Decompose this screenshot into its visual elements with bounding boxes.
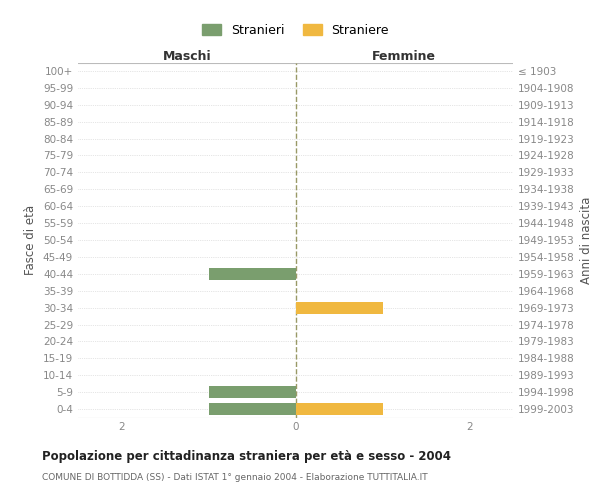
- Y-axis label: Fasce di età: Fasce di età: [25, 205, 37, 275]
- Legend: Stranieri, Straniere: Stranieri, Straniere: [197, 19, 394, 42]
- Bar: [296, 403, 383, 415]
- Bar: [209, 386, 296, 398]
- Bar: [296, 302, 383, 314]
- Text: Maschi: Maschi: [163, 50, 211, 62]
- Text: COMUNE DI BOTTIDDA (SS) - Dati ISTAT 1° gennaio 2004 - Elaborazione TUTTITALIA.I: COMUNE DI BOTTIDDA (SS) - Dati ISTAT 1° …: [42, 472, 428, 482]
- Bar: [209, 403, 296, 415]
- Text: Femmine: Femmine: [372, 50, 436, 62]
- Text: Popolazione per cittadinanza straniera per età e sesso - 2004: Popolazione per cittadinanza straniera p…: [42, 450, 451, 463]
- Y-axis label: Anni di nascita: Anni di nascita: [580, 196, 593, 284]
- Bar: [209, 268, 296, 280]
